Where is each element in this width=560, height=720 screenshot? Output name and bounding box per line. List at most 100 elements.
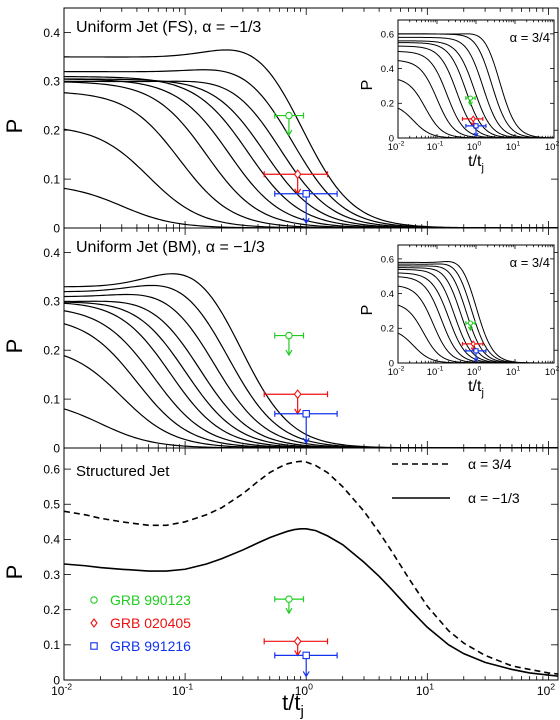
y-tick-label: 0 — [389, 133, 394, 144]
marker-square — [302, 651, 310, 660]
marker-square — [302, 190, 310, 198]
marker-diamond — [293, 636, 302, 647]
x-tick-label: 102 — [537, 682, 555, 698]
inset-middle: 0 0.2 0.4 0.6 10-2 10-1 100 101 102 α = 3/4 Pt/tj — [359, 244, 560, 399]
chart-panel-bottom: 00.10.20.30.40.50.610-2 10-1 100 101 102PStr… — [2, 447, 559, 698]
x-axis-label: t/tj — [282, 690, 304, 720]
y-tick-label: 0.2 — [381, 324, 394, 335]
marker-diamond — [293, 169, 302, 180]
marker-square — [473, 123, 479, 129]
grb-data-point — [274, 410, 338, 445]
y-tick-label: 0.6 — [381, 29, 394, 40]
series-line — [64, 460, 558, 675]
y-tick-label: 0 — [53, 441, 60, 455]
arrow-head — [285, 129, 293, 137]
model-curve — [398, 33, 554, 138]
arrow-head — [467, 101, 473, 107]
model-curve — [398, 332, 554, 363]
grb-data-point — [465, 95, 476, 107]
y-tick-label: 0.2 — [43, 344, 60, 358]
legend-label: α = 3/4 — [468, 456, 512, 472]
y-tick-label: 0.5 — [43, 498, 60, 512]
legend-marker-diamond — [90, 618, 98, 628]
grb-data-point — [465, 123, 487, 138]
y-tick-label: 0 — [53, 673, 60, 687]
y-tick-label: 0.4 — [381, 64, 394, 75]
y-tick-label: 0.1 — [43, 172, 60, 186]
y-tick-label: 0.3 — [43, 295, 60, 309]
marker-circle — [285, 595, 293, 603]
y-tick-label: 0.3 — [43, 568, 60, 582]
arrow-head — [467, 326, 473, 332]
arrow-head — [473, 357, 479, 363]
grb-data-point — [461, 340, 484, 353]
marker-diamond — [470, 340, 477, 348]
y-tick-label: 0.2 — [43, 603, 60, 617]
arrow-head — [473, 132, 479, 138]
inset-label: α = 3/4 — [510, 255, 550, 270]
marker-diamond — [470, 115, 477, 123]
model-curve — [398, 107, 554, 138]
marker-circle — [285, 331, 293, 340]
grb-data-point — [465, 348, 487, 363]
x-tick-label: 10-2 — [51, 682, 72, 698]
grb-data-point — [263, 169, 329, 195]
model-curve — [64, 355, 558, 448]
grb-data-point — [274, 651, 338, 678]
panel-title: Structured Jet — [76, 463, 170, 480]
x-tick-label: 10-1 — [427, 141, 444, 153]
inset-label: α = 3/4 — [510, 30, 550, 45]
y-tick-label: 0 — [53, 221, 60, 235]
y-tick-label: 0.4 — [43, 533, 60, 547]
y-tick-label: 0.1 — [43, 638, 60, 652]
x-tick-label: 10-2 — [388, 366, 405, 378]
y-axis-label: P — [2, 565, 27, 580]
x-tick-label: 10-2 — [388, 141, 405, 153]
marker-circle — [467, 320, 474, 326]
chart-panel-top: 0 0.1 0.2 0.3 0.4 P Uniform Jet (FS), α = −1/3… — [2, 7, 559, 235]
grb-data-point — [274, 595, 305, 615]
marker-circle — [285, 111, 293, 120]
inset-y-axis-label: P — [359, 80, 376, 91]
chart-panel-middle: 0 0.1 0.2 0.3 0.4 P Uniform Jet (BM), α = −1/3… — [2, 227, 560, 455]
inset-x-axis-label: t/tj — [468, 378, 484, 399]
y-tick-label: 0 — [389, 358, 394, 369]
legend-label: α = −1/3 — [468, 490, 520, 506]
y-tick-label: 0.4 — [43, 26, 60, 40]
y-tick-label: 0.4 — [381, 289, 394, 300]
y-tick-label: 0.2 — [43, 124, 60, 138]
arrow-head — [285, 607, 293, 615]
legend-grb-label: GRB 991216 — [110, 638, 191, 654]
marker-circle — [467, 95, 474, 101]
grb-data-point — [274, 331, 305, 357]
arrow-head — [302, 437, 310, 445]
grb-data-point — [465, 320, 476, 332]
marker-square — [302, 410, 310, 418]
y-tick-label: 0.2 — [381, 99, 394, 110]
x-tick-label: 101 — [506, 141, 521, 153]
legend-grb-label: GRB 020405 — [110, 615, 191, 631]
grb-data-point — [274, 190, 338, 225]
model-curve — [64, 92, 558, 228]
grb-data-point — [263, 636, 329, 657]
y-tick-label: 0.4 — [43, 246, 60, 260]
y-tick-label: 0.6 — [43, 462, 60, 476]
y-tick-label: 0.1 — [43, 392, 60, 406]
legend-marker-square — [90, 642, 98, 650]
x-tick-label: 102 — [545, 366, 560, 378]
legend-grb-label: GRB 990123 — [110, 592, 191, 608]
y-tick-label: 0.6 — [381, 254, 394, 265]
y-axis-label: P — [2, 119, 27, 134]
x-tick-label: 10-1 — [427, 366, 444, 378]
series-line — [64, 528, 558, 677]
y-axis-label: P — [2, 339, 27, 354]
x-tick-label: 101 — [416, 682, 434, 698]
inset-x-axis-label: t/tj — [468, 153, 484, 174]
arrow-head — [302, 671, 310, 678]
grb-data-point — [274, 111, 305, 137]
panel-title: Uniform Jet (BM), α = −1/3 — [76, 239, 265, 256]
arrow-head — [302, 217, 310, 225]
marker-diamond — [293, 389, 302, 400]
x-tick-label: 10-1 — [172, 682, 193, 698]
